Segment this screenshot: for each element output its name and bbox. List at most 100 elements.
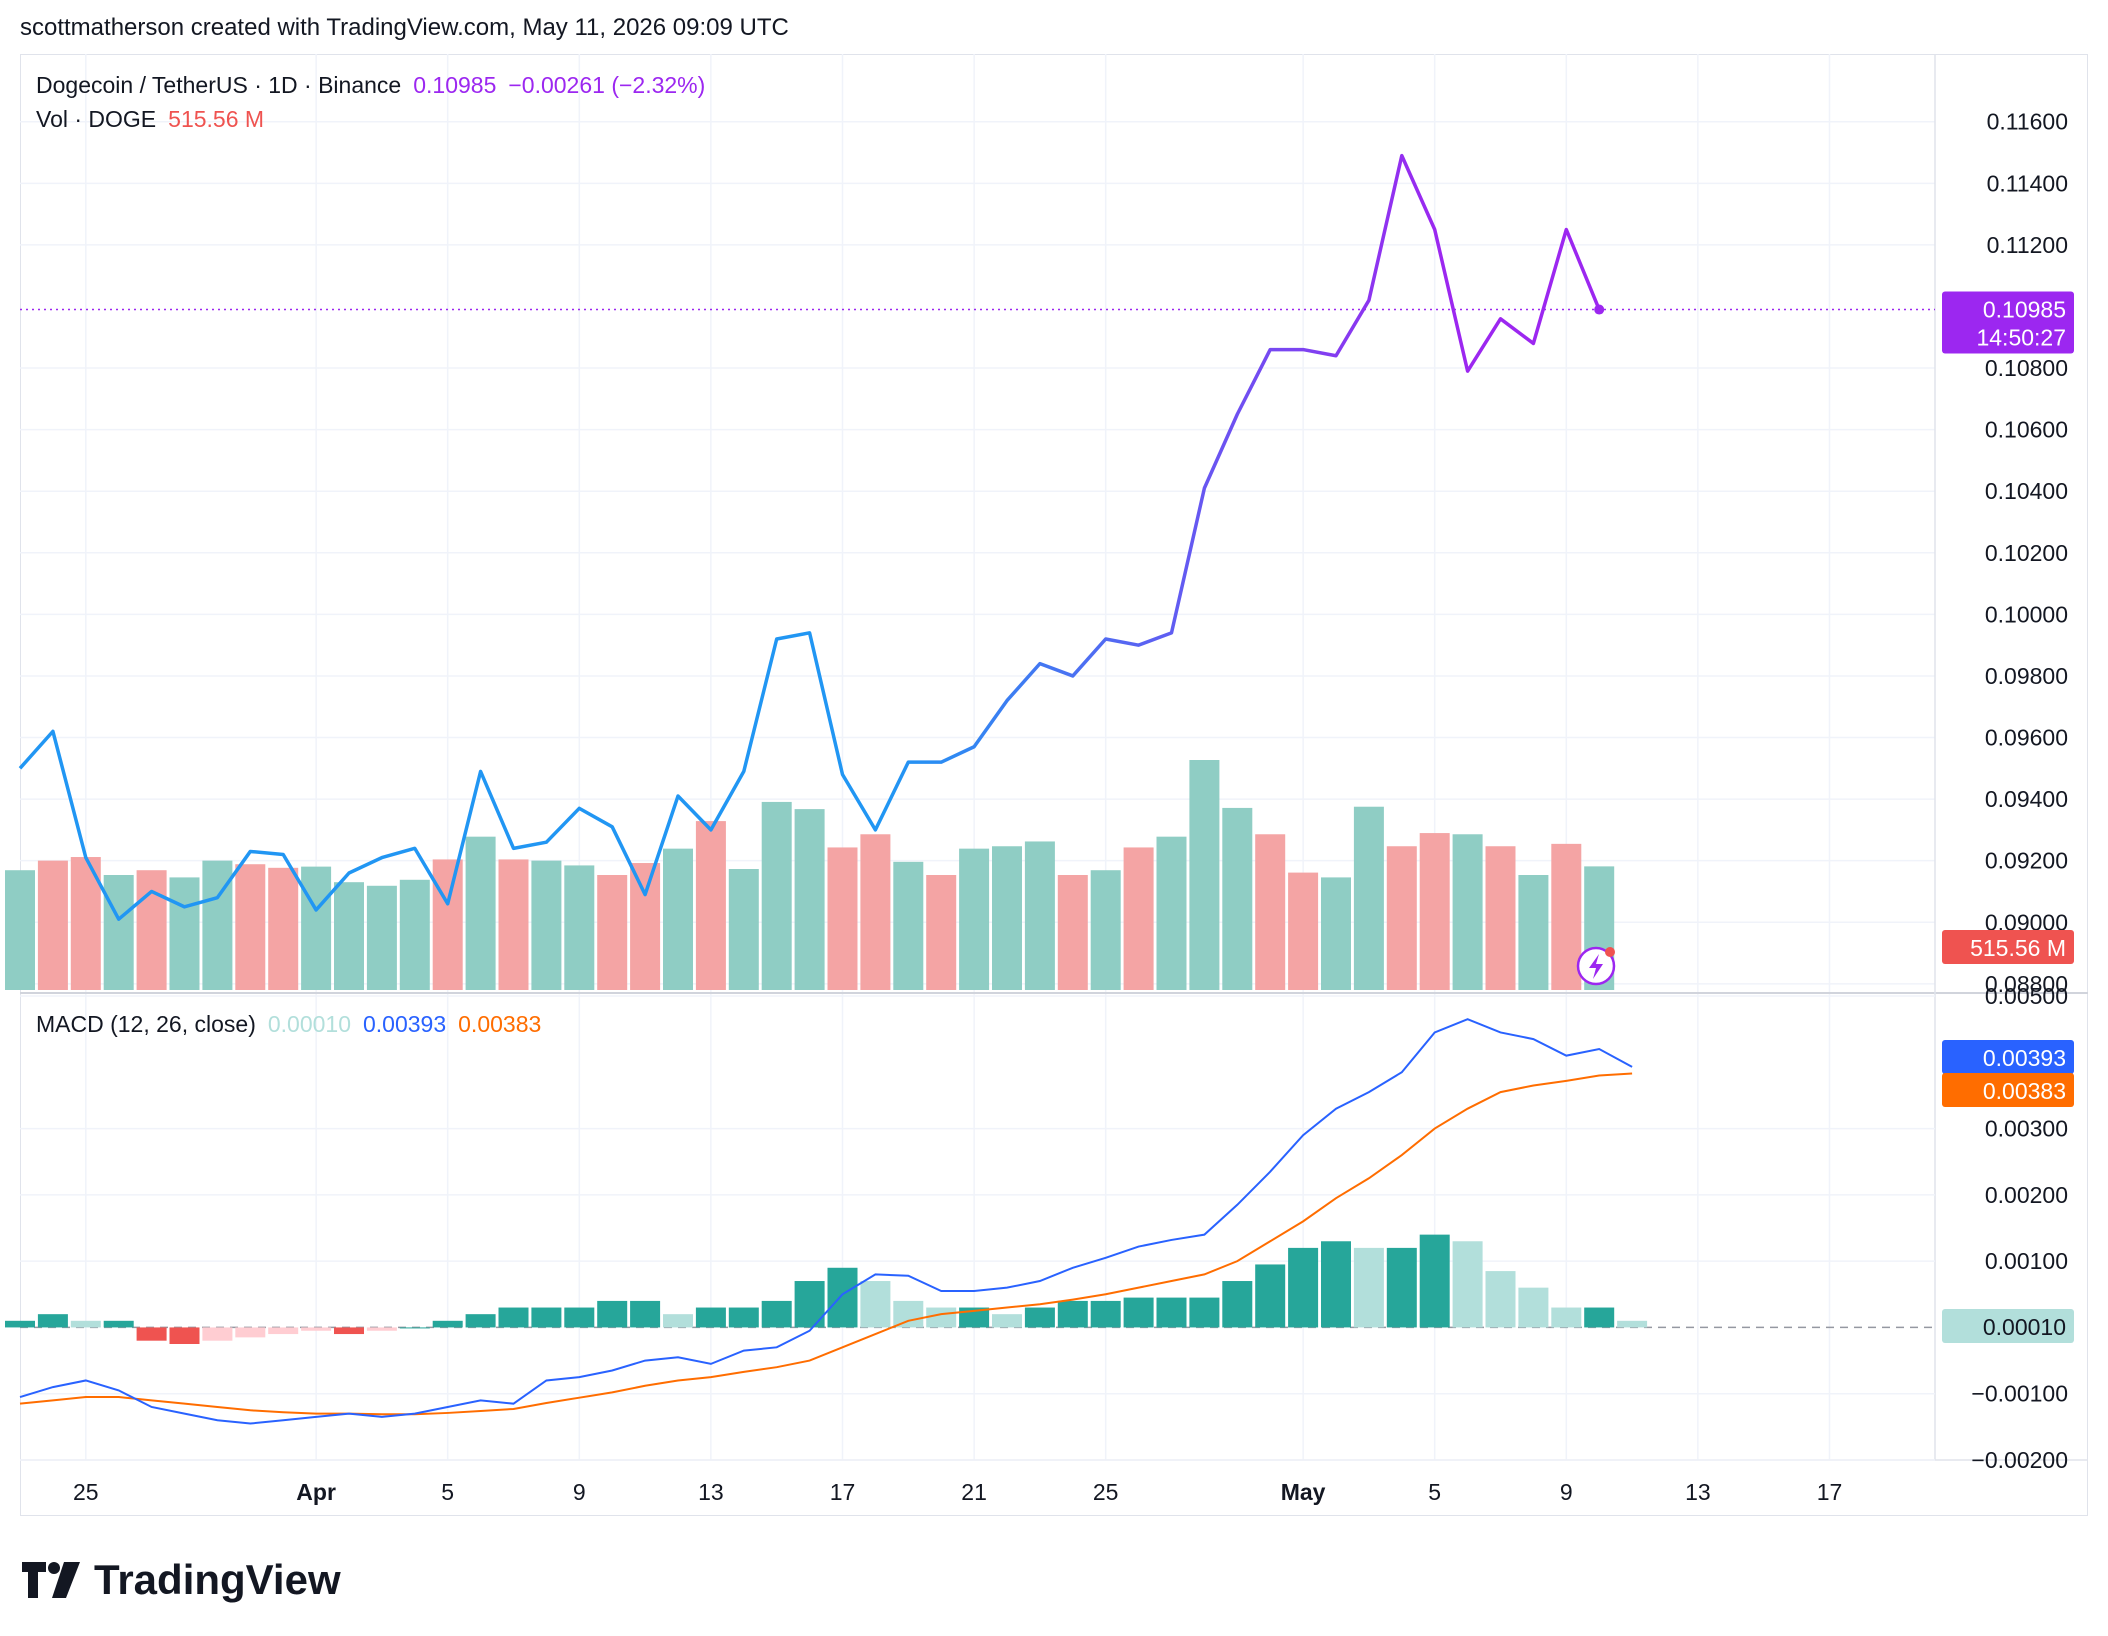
volume-legend: Vol · DOGE 515.56 M [36,106,276,133]
volume-bar [1024,841,1055,990]
last-price: 0.10985 [413,72,497,98]
volume-bar [663,848,693,990]
signal-badge-text: 0.00383 [1983,1078,2066,1104]
macd-histogram-bar [70,1320,101,1328]
notification-dot [1605,947,1615,957]
volume-bar [5,870,35,990]
macd-histogram-bar [1123,1297,1154,1328]
volume-bar [728,869,759,990]
macd-histogram-bar [1518,1287,1549,1328]
macd-histogram-bar [827,1267,858,1328]
volume-bar [1057,875,1088,990]
price-tick-label: 0.09600 [1985,725,2068,751]
chart-frame[interactable] [20,54,2088,1516]
last-price-dot [1594,304,1605,315]
macd-histogram-bar [597,1300,628,1328]
macd-histogram-bar [202,1327,233,1341]
volume-bar [1321,877,1351,990]
x-tick-label: 9 [1560,1479,1573,1505]
volume-bar [959,848,990,990]
volume-bar [301,866,332,990]
volume-bar [235,864,266,990]
price-tick-label: 0.10400 [1985,478,2068,504]
volume-bar [761,801,792,990]
volume-bar [334,882,364,990]
macd-histogram-bar [1386,1247,1417,1328]
macd-histogram-bar [893,1300,924,1328]
volume-badge-text: 515.56 M [1970,935,2066,961]
macd-histogram-bar [1321,1241,1351,1328]
volume-bar [531,860,562,990]
macd-histogram-bar [1288,1247,1319,1328]
volume-bar [794,809,825,990]
macd-histogram-bar [136,1327,167,1341]
macd-histogram-bar [1090,1300,1121,1328]
volume-bar [1353,806,1384,990]
macd-histogram-bar [235,1327,266,1338]
macd-histogram-bar [1255,1264,1286,1328]
signal-badge [1942,1073,2074,1107]
volume-bar [432,859,463,990]
volume-bar [564,865,595,990]
macd-histogram-bar [564,1307,595,1328]
macd-histogram-bar [1485,1271,1516,1328]
macd-histogram-bar [465,1314,496,1328]
attribution-header: scottmatherson created with TradingView.… [20,14,789,41]
macd-line-value: 0.00393 [363,1011,447,1037]
macd-histogram-bar [695,1307,726,1328]
price-tick-label: 0.09400 [1985,786,2068,812]
volume-bar [827,847,858,990]
price-tick-label: 0.10200 [1985,540,2068,566]
volume-badge [1942,930,2074,964]
x-tick-label: 17 [1817,1479,1843,1505]
volume-bar [1090,870,1121,990]
macd-tick-label: 0.00300 [1985,1116,2068,1142]
macd-label: MACD (12, 26, close) [36,1011,256,1037]
macd-tick-label: −0.00100 [1971,1381,2068,1407]
macd-histogram-bar [1353,1247,1384,1328]
macd-histogram-bar [5,1320,35,1328]
volume-bar [1123,847,1154,990]
macd-histogram-bar [1024,1307,1055,1328]
x-tick-label: Apr [296,1479,336,1505]
macd-histogram-bar [1452,1241,1483,1328]
volume-bar [1189,760,1220,990]
volume-bar [37,860,68,990]
macd-histogram-bar [1617,1320,1648,1328]
macd-signal-line [19,1072,1633,1416]
volume-bar [268,867,299,990]
macd-histogram-bar [399,1327,430,1329]
macd-histogram-bar [103,1320,134,1328]
macd-histogram-bar [531,1307,562,1328]
price-tick-label: 0.11400 [1987,170,2068,196]
macd-histogram-bar [1584,1307,1615,1328]
volume-bar [1551,843,1582,990]
volume-bar [1222,807,1253,990]
macd-histogram-bar [1419,1234,1450,1328]
macd-tick-label: 0.00500 [1985,983,2068,1009]
volume-bar [1156,836,1187,990]
macd-signal-value: 0.00383 [458,1011,542,1037]
symbol-label: Dogecoin / TetherUS · 1D · Binance [36,72,402,98]
macd-hist-value: 0.00010 [267,1011,351,1037]
macd-badge-text: 0.00393 [1983,1045,2066,1071]
volume-bar [498,859,529,990]
macd-histogram-bar [728,1307,759,1328]
price-tick-label: 0.10600 [1985,417,2068,443]
volume-bar [597,875,628,990]
volume-bar [465,836,496,990]
volume-bar [1419,833,1450,990]
macd-histogram-bar [992,1314,1022,1328]
volume-bar [399,879,430,990]
tradingview-logo[interactable]: TradingView [22,1556,341,1604]
volume-bar [136,870,167,990]
volume-bar [1485,846,1516,990]
volume-bar [1386,846,1417,990]
x-tick-label: 13 [698,1479,724,1505]
volume-bar [893,861,924,990]
volume-bar [860,834,891,990]
x-tick-label: May [1281,1479,1326,1505]
macd-histogram-bar [498,1307,529,1328]
macd-histogram-bar [1057,1300,1088,1328]
